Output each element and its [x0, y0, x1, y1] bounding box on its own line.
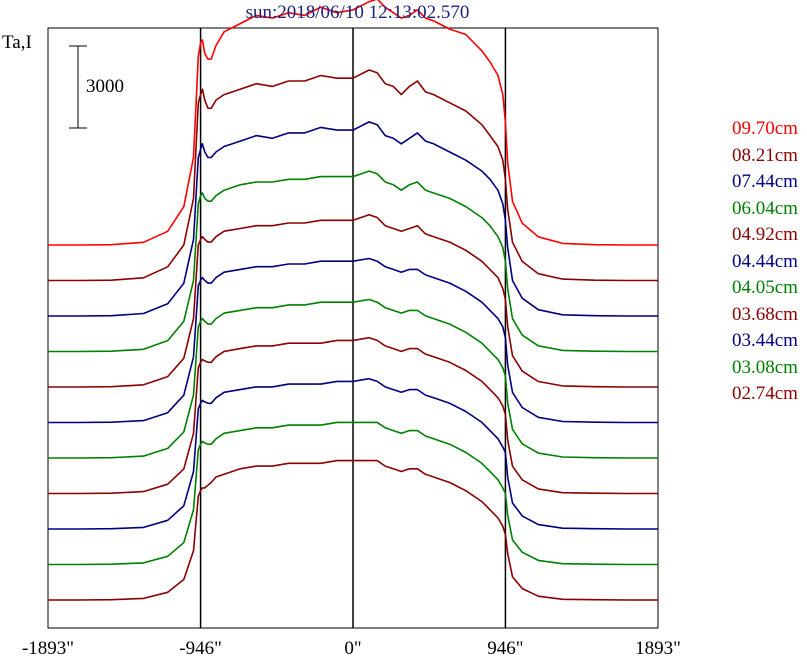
- scale-bar: [69, 45, 87, 129]
- legend-entry: 09.70cm: [732, 118, 798, 139]
- series-line-04.92cm: [48, 214, 658, 388]
- legend-entry: 04.44cm: [732, 250, 798, 272]
- legend-entry: 03.08cm: [732, 356, 798, 378]
- series-line-03.44cm: [48, 377, 658, 530]
- legend-entry: 07.44cm: [732, 171, 798, 192]
- y-axis-label: Ta,I: [2, 32, 32, 53]
- series-line-03.08cm: [48, 421, 658, 566]
- legend-entry: 04.05cm: [732, 277, 798, 298]
- legend-entry: 02.74cm: [732, 383, 798, 404]
- series-line-03.68cm: [48, 336, 658, 495]
- legend-entry: 03.68cm: [732, 303, 798, 325]
- series-line-06.04cm: [48, 170, 658, 353]
- series-line-04.44cm: [48, 257, 658, 424]
- chart-title: sun:2018/06/10 12:13:02.570: [245, 2, 470, 23]
- legend-entry: 04.92cm: [732, 224, 798, 245]
- x-tick-label: 0": [344, 638, 362, 659]
- series-line-07.44cm: [48, 121, 658, 317]
- x-tick-label: 946": [487, 638, 524, 659]
- series-line-09.70cm: [48, 0, 658, 246]
- legend-entry: 06.04cm: [732, 197, 798, 219]
- series-line-08.21cm: [48, 69, 658, 282]
- limb-markers: [199, 28, 507, 628]
- x-tick-label: 1893": [635, 638, 681, 659]
- x-tick-label: -1893": [21, 638, 75, 659]
- legend-entry: 08.21cm: [732, 144, 798, 166]
- series-line-02.74cm: [48, 459, 658, 601]
- legend-entry: 03.44cm: [732, 330, 798, 351]
- series-line-04.05cm: [48, 298, 658, 459]
- scale-bar-label: 3000: [86, 76, 124, 97]
- x-tick-label: -946": [179, 638, 222, 659]
- series-lines: [48, 0, 658, 601]
